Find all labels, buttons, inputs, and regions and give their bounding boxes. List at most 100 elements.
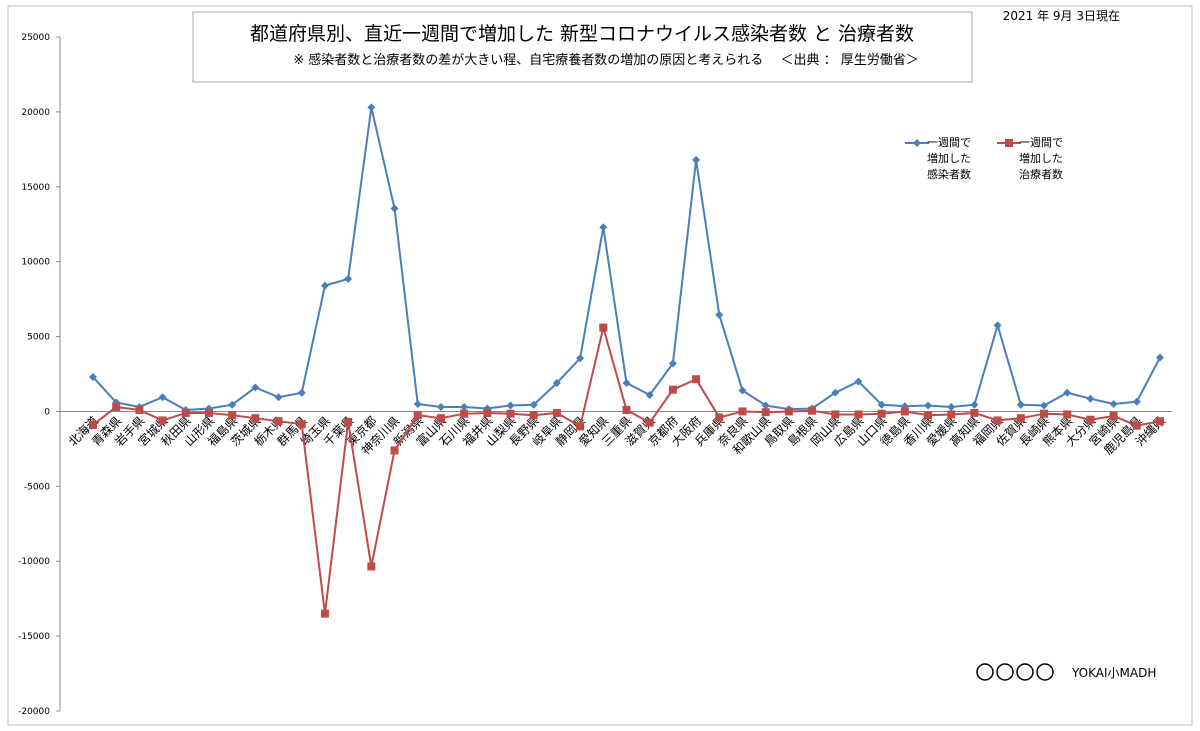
marker <box>947 410 956 419</box>
marker <box>1109 411 1118 420</box>
marker <box>367 562 376 571</box>
marker <box>297 388 306 397</box>
marker <box>1109 399 1118 408</box>
marker <box>158 393 167 402</box>
marker <box>1063 388 1072 397</box>
marker <box>993 416 1002 425</box>
marker <box>854 410 863 419</box>
marker <box>1016 414 1025 423</box>
date: 2021 年 9月 3日現在 <box>1003 9 1120 23</box>
marker <box>460 402 469 411</box>
marker <box>204 408 213 417</box>
marker <box>808 406 817 415</box>
marker <box>413 411 422 420</box>
legend-label: 一週間で 増加した 治療者数 <box>1019 136 1063 181</box>
y-tick-label: -5000 <box>24 482 50 492</box>
marker <box>692 155 701 164</box>
marker <box>251 383 260 392</box>
marker <box>1156 417 1164 426</box>
marker <box>181 408 190 417</box>
legend-label: 一週間で 増加した 感染者数 <box>927 136 971 181</box>
marker <box>831 410 840 419</box>
marker <box>924 411 933 420</box>
marker <box>135 405 144 414</box>
marker <box>413 399 422 408</box>
marker <box>390 446 399 455</box>
y-tick-label: 5000 <box>27 333 50 343</box>
title-box <box>192 11 973 83</box>
marker <box>761 408 770 417</box>
legend-marker <box>1005 139 1013 147</box>
marker <box>228 411 237 420</box>
marker <box>506 401 515 410</box>
marker <box>668 385 677 394</box>
marker <box>251 414 260 423</box>
marker <box>552 408 561 417</box>
marker <box>436 402 445 411</box>
marker <box>738 407 747 416</box>
marker <box>344 417 353 426</box>
marker <box>831 388 840 397</box>
y-tick-label: 15000 <box>21 183 50 193</box>
chart-subtitle: ※ 感染者数と治療者数の差が大きい程、自宅療養者数の増加の原因と考えられる ＜出… <box>293 52 918 68</box>
marker <box>529 411 538 420</box>
marker <box>970 408 979 417</box>
marker <box>1132 397 1141 406</box>
marker <box>390 204 399 213</box>
marker <box>692 375 701 384</box>
series-line <box>92 327 1161 614</box>
cc-icons <box>976 663 1054 681</box>
marker <box>576 354 585 363</box>
marker <box>483 408 492 417</box>
y-tick-label: -15000 <box>18 632 50 642</box>
chart-title: 都道府県別、直近一週間で増加した 新型コロナウイルス感染者数 と 治療者数 <box>250 23 914 45</box>
marker <box>89 372 97 381</box>
marker <box>877 400 886 409</box>
marker <box>599 323 608 332</box>
marker <box>576 422 585 431</box>
marker <box>506 409 515 418</box>
series-line <box>92 107 1161 411</box>
marker <box>993 321 1002 330</box>
marker <box>552 378 561 387</box>
marker <box>1016 400 1025 409</box>
marker <box>622 405 631 414</box>
frame <box>7 5 1193 726</box>
marker <box>715 310 724 319</box>
marker <box>645 418 654 427</box>
marker <box>599 223 608 232</box>
marker <box>460 409 469 418</box>
marker <box>1132 421 1141 430</box>
marker <box>228 400 237 409</box>
marker <box>274 417 283 426</box>
marker <box>158 416 167 425</box>
marker <box>274 393 283 402</box>
marker <box>320 609 329 618</box>
marker <box>367 103 376 112</box>
logo: YOKAI小MADH <box>1071 666 1156 680</box>
marker <box>668 359 677 368</box>
marker <box>1086 394 1095 403</box>
marker <box>924 401 933 410</box>
marker <box>738 386 747 395</box>
y-tick-label: 20000 <box>21 108 50 118</box>
marker <box>344 274 353 283</box>
marker <box>89 420 97 429</box>
marker <box>112 402 121 411</box>
marker <box>1063 410 1072 419</box>
y-tick-label: 0 <box>44 407 50 417</box>
marker <box>297 420 306 429</box>
marker <box>1156 353 1164 362</box>
marker <box>1040 401 1049 410</box>
marker <box>320 281 329 290</box>
marker <box>436 414 445 423</box>
marker <box>622 378 631 387</box>
marker <box>877 409 886 418</box>
y-tick-label: -10000 <box>18 557 50 567</box>
marker <box>1040 409 1049 418</box>
marker <box>529 400 538 409</box>
y-tick-label: 25000 <box>21 33 50 43</box>
marker <box>854 377 863 386</box>
